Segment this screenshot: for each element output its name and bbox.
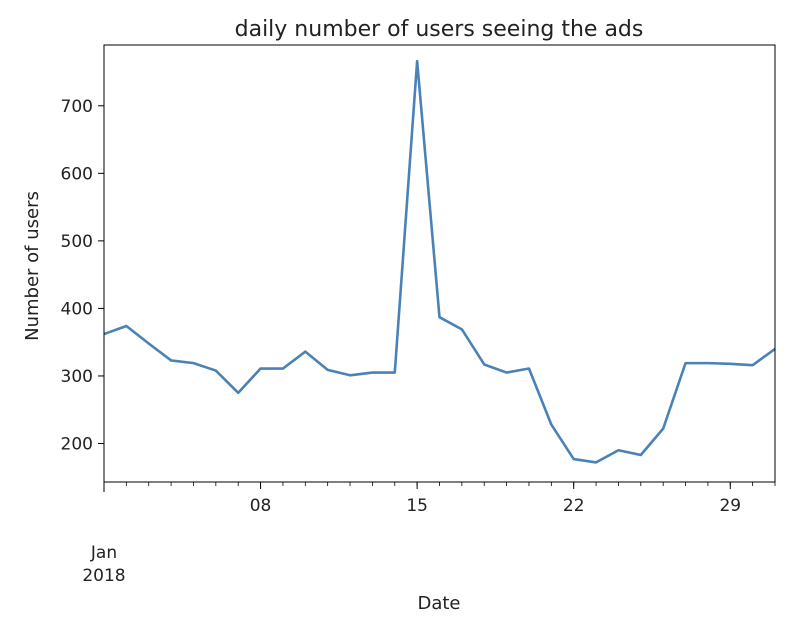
- y-axis-label: Number of users: [22, 191, 43, 341]
- x-major-tick-year: 2018: [82, 566, 125, 586]
- y-tick-label: 700: [61, 97, 93, 117]
- chart-title: daily number of users seeing the ads: [235, 17, 644, 42]
- plot-area: [103, 44, 776, 483]
- x-tick-label: 15: [406, 496, 428, 516]
- x-major-tick-month: Jan: [90, 543, 117, 563]
- y-axis-ticks: 200 300 400 500 600 700: [61, 97, 104, 455]
- x-axis-label: Date: [417, 593, 460, 614]
- series-line: [103, 59, 776, 464]
- y-tick-label: 500: [61, 232, 93, 252]
- x-tick-label: 29: [719, 496, 741, 516]
- y-tick-label: 300: [61, 367, 93, 387]
- y-tick-label: 600: [61, 164, 93, 184]
- x-axis-ticks: 08 15 22 29: [103, 482, 776, 516]
- x-tick-label: 08: [250, 496, 272, 516]
- y-tick-label: 200: [61, 435, 93, 455]
- y-tick-label: 400: [61, 299, 93, 319]
- x-tick-label: 22: [563, 496, 585, 516]
- axes-frame: [103, 44, 776, 483]
